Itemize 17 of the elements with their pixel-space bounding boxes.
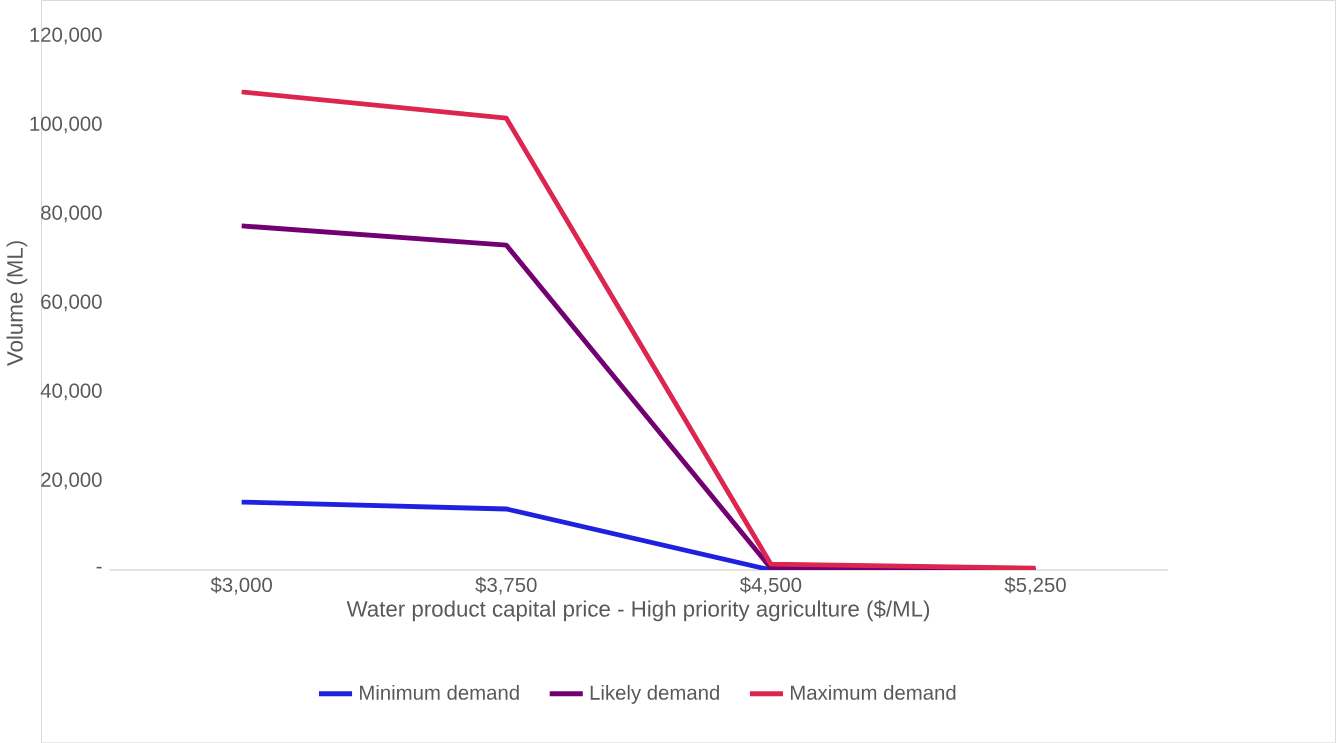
y-tick-label: 40,000 [40, 383, 102, 401]
y-tick-label: 100,000 [30, 116, 102, 134]
y-tick-label: - [96, 566, 102, 569]
x-axis-title: Water product capital price - High priority agriculture ($/ML) [346, 599, 930, 621]
legend-label: Likely demand [590, 684, 719, 704]
legend-label: Minimum demand [360, 684, 519, 700]
x-tick-label: $5,250 [1004, 576, 1066, 595]
x-tick-label: $4,500 [739, 576, 802, 595]
x-tick-label: $3,000 [210, 576, 272, 595]
y-tick-label: 60,000 [41, 294, 102, 312]
y-axis-title: Volume (ML) [6, 240, 28, 366]
line-series [239, 89, 1038, 570]
y-tick-label: 80,000 [41, 205, 102, 223]
legend-label: Maximum demand [790, 684, 956, 700]
y-tick-label: 120,000 [30, 27, 102, 45]
x-tick-label: $3,750 [475, 576, 537, 595]
y-tick-label: 20,000 [41, 472, 102, 490]
